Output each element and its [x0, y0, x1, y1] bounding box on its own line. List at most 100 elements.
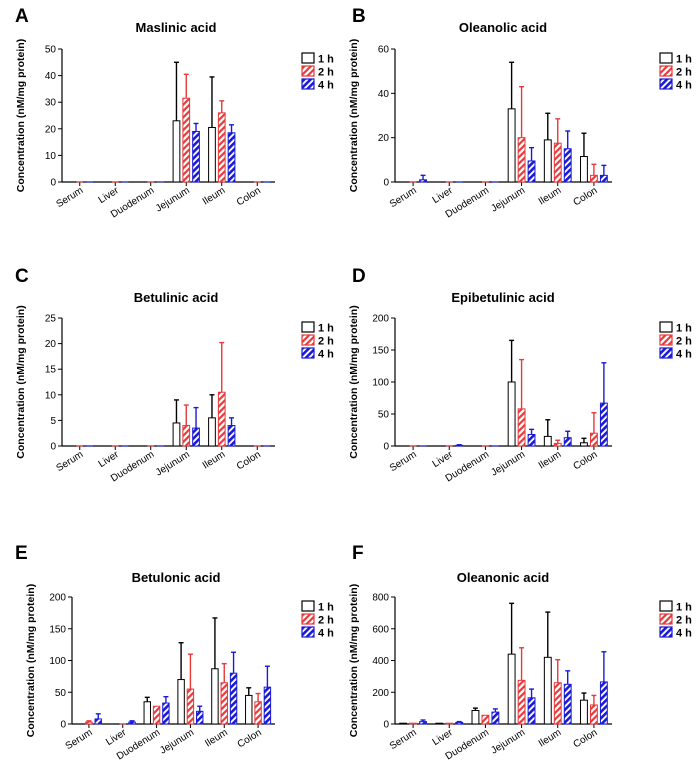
legend-label: 4 h	[318, 628, 334, 640]
panel-label: E	[15, 543, 28, 564]
bar	[399, 722, 408, 725]
x-tick-label: Liver	[104, 727, 129, 748]
y-axis-label: Concentration (nM/mg protein)	[348, 305, 360, 458]
bar	[527, 697, 536, 725]
legend-label: 2 h	[676, 336, 692, 348]
bar	[254, 701, 262, 725]
x-tick-label: Colon	[572, 185, 600, 208]
y-tick-label: 10	[45, 151, 57, 162]
legend-swatch-1	[659, 52, 673, 64]
legend-label: 2 h	[676, 615, 692, 627]
legend-swatch-3	[301, 347, 315, 359]
legend-swatch-1	[659, 321, 673, 333]
legend-swatch-3	[659, 626, 673, 638]
chart-title: Oleanolic acid	[459, 20, 547, 35]
legend-swatch-3	[301, 626, 315, 638]
bar	[182, 97, 191, 183]
bar	[211, 668, 219, 725]
x-tick-label: Jejunum	[489, 727, 527, 756]
x-tick-label: Liver	[431, 727, 456, 748]
legend-label: 1 h	[318, 602, 334, 614]
bar	[220, 682, 228, 725]
y-tick-label: 5	[50, 416, 56, 427]
x-tick-label: Serum	[388, 185, 419, 210]
bar	[580, 442, 588, 447]
bar	[227, 425, 236, 447]
panel-d: D Epibetulinic acid Concentration (nM/mg p…	[348, 266, 692, 484]
bar	[245, 694, 253, 725]
legend-swatch-3	[301, 78, 315, 90]
bar	[419, 721, 427, 725]
y-tick-label: 400	[372, 656, 389, 667]
x-tick-label: Colon	[236, 727, 264, 750]
legend-label: 1 h	[676, 54, 692, 66]
y-tick-label: 0	[383, 720, 389, 731]
bar	[192, 427, 200, 447]
bar	[599, 402, 608, 447]
y-axis-label: Concentration (nM/mg protein)	[348, 39, 360, 192]
chart-title: Maslinic acid	[136, 20, 217, 35]
chart-title: Oleanonic acid	[457, 570, 550, 585]
panel-label: D	[352, 266, 366, 287]
legend-label: 4 h	[318, 349, 334, 361]
bar	[563, 148, 572, 183]
bar	[507, 381, 516, 447]
y-tick-label: 20	[45, 124, 57, 135]
bar	[471, 710, 480, 725]
y-tick-label: 40	[45, 71, 57, 82]
bar	[563, 683, 572, 725]
chart-title: Epibetulinic acid	[451, 290, 554, 305]
legend-label: 1 h	[318, 323, 334, 335]
x-tick-label: Serum	[64, 727, 95, 752]
bar	[553, 442, 562, 447]
bar	[507, 108, 516, 183]
bar	[543, 139, 552, 183]
chart-title: Betulonic acid	[132, 570, 221, 585]
bar	[196, 710, 204, 725]
legend-swatch-2	[659, 613, 673, 625]
bar	[481, 714, 490, 725]
y-axis-label: Concentration (nM/mg protein)	[25, 584, 37, 737]
y-axis-label: Concentration (nM/mg protein)	[15, 39, 27, 192]
bar	[589, 174, 598, 183]
legend-label: 4 h	[676, 628, 692, 640]
legend-swatch-2	[659, 65, 673, 77]
y-axis-label: Concentration (nM/mg protein)	[348, 584, 360, 737]
bar	[162, 702, 170, 725]
y-tick-label: 60	[378, 45, 390, 56]
panel-c: C Betulinic acid Concentration (nM/mg prot…	[15, 266, 334, 484]
bar	[208, 126, 216, 183]
bar	[128, 721, 136, 725]
x-tick-label: Jejunum	[154, 449, 192, 478]
y-tick-label: 100	[49, 656, 66, 667]
legend-swatch-3	[659, 78, 673, 90]
bar	[589, 704, 598, 725]
x-tick-label: Ileum	[201, 185, 228, 207]
bar	[186, 688, 195, 725]
bar	[553, 142, 562, 183]
x-tick-label: Jejunum	[489, 185, 527, 214]
y-tick-label: 150	[49, 624, 66, 635]
y-tick-label: 150	[372, 346, 389, 357]
legend-label: 2 h	[318, 615, 334, 627]
bar	[435, 722, 444, 725]
panel-label: F	[352, 543, 364, 564]
panel-a: A Maslinic acid Concentration (nM/mg prote…	[15, 6, 334, 220]
bar	[143, 701, 151, 725]
x-tick-label: Serum	[55, 449, 86, 474]
bar	[599, 174, 608, 183]
bar	[563, 437, 572, 447]
bar	[227, 132, 236, 183]
x-tick-label: Liver	[97, 185, 122, 206]
chart-title: Betulinic acid	[134, 290, 219, 305]
y-tick-label: 0	[383, 178, 389, 189]
legend-swatch-1	[301, 321, 315, 333]
y-tick-label: 0	[50, 442, 56, 453]
y-tick-label: 100	[372, 378, 389, 389]
bar	[580, 156, 588, 183]
legend-swatch-1	[301, 600, 315, 612]
bar	[527, 160, 536, 183]
bar	[172, 120, 181, 183]
legend-label: 1 h	[318, 54, 334, 66]
bar	[182, 425, 191, 447]
